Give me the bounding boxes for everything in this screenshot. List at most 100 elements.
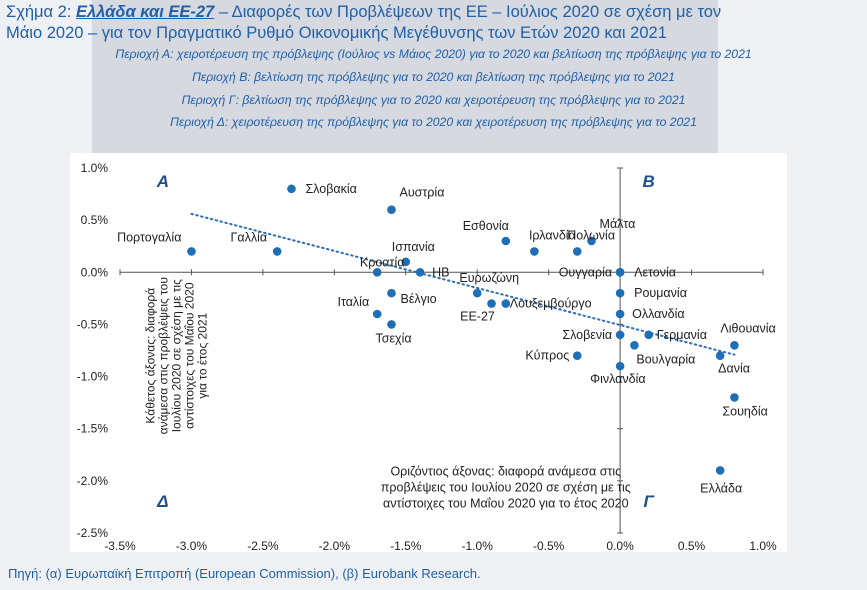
- point-label: Εσθονία: [463, 219, 509, 233]
- data-point: [615, 361, 625, 371]
- point-label: Ευρωζώνη: [459, 271, 519, 285]
- data-point: [615, 309, 625, 319]
- x-tick-label: -0.5%: [533, 539, 565, 552]
- data-point: [387, 320, 396, 329]
- point-label: Πορτογαλία: [117, 230, 181, 244]
- point-label: Σουηδία: [722, 404, 767, 418]
- subtitle-a: Περιοχή Α: χειροτέρευση της πρόβλεψης (Ι…: [115, 47, 752, 61]
- data-point: [415, 267, 425, 277]
- y-axis-title-line: Ιουλίου 2020 σε σχέση με τις: [170, 279, 184, 432]
- subtitle-c: Περιοχή Γ: βελτίωση της πρόβλεψης για το…: [181, 93, 686, 107]
- data-point: [587, 236, 596, 246]
- point-label: Ολλανδία: [632, 307, 684, 321]
- point-label: ΕΕ-27: [460, 310, 495, 324]
- data-point: [730, 340, 739, 350]
- x-axis-title-line: Οριζόντιος άξονας: διαφορά ανάμεσα στις: [390, 465, 621, 479]
- subtitle-b: Περιοχή Β: βελτίωση της πρόβλεψης για το…: [192, 70, 675, 84]
- data-point: [387, 205, 396, 215]
- x-tick-label: -3.0%: [176, 539, 208, 552]
- y-tick-label: -0.5%: [77, 317, 109, 331]
- data-point: [187, 247, 196, 256]
- y-tick-label: -2.5%: [77, 526, 109, 540]
- y-axis-title: Κάθετος άξονας: διαφορά ανάμεσα στις προβ…: [144, 277, 210, 434]
- data-point: [387, 288, 396, 298]
- point-label: Βουλγαρία: [636, 352, 695, 366]
- point-label: Λουξεμβούργο: [510, 297, 592, 311]
- title-bold: Ελλάδα και ΕΕ-27: [76, 3, 215, 21]
- y-tick-label: 0.0%: [81, 265, 109, 279]
- point-label: Ρουμανία: [634, 286, 687, 300]
- point-label: Αυστρία: [399, 186, 444, 200]
- data-point: [715, 351, 725, 361]
- point-label: Ιταλία: [337, 295, 369, 309]
- subtitle-d: Περιοχή Δ: χειροτέρευση της πρόβλεψης γι…: [170, 115, 697, 129]
- data-point: [372, 309, 382, 319]
- point-label: Λετονία: [634, 265, 676, 279]
- point-label: Σλοβενία: [562, 328, 612, 342]
- x-tick-label: 0.5%: [678, 539, 706, 552]
- point-label: Λιθουανία: [720, 321, 775, 335]
- quadrant-label: Γ: [644, 492, 656, 511]
- point-label: Κροατία: [360, 255, 405, 269]
- title-prefix: Σχήμα 2:: [6, 3, 77, 21]
- y-tick-label: 0.5%: [81, 213, 109, 227]
- y-axis-title-line: για το έτος 2021: [196, 312, 210, 398]
- y-axis-title-line: αντίστοιχες του Μαΐου 2020: [183, 282, 197, 429]
- quadrant-label: B: [643, 172, 655, 191]
- data-point: [501, 236, 511, 246]
- data-point: [272, 247, 282, 256]
- point-label: ΗΒ: [432, 265, 449, 279]
- x-tick-label: -1.0%: [462, 539, 494, 552]
- trend-line: [190, 212, 736, 356]
- figure-title: Σχήμα 2: Ελλάδα και ΕΕ-27 – Διαφορές των…: [6, 2, 846, 44]
- point-label: Γερμανία: [657, 328, 707, 342]
- y-tick-label: -2.0%: [77, 474, 109, 488]
- y-tick-label: -1.0%: [77, 370, 109, 384]
- data-point: [472, 288, 482, 298]
- title-line2: Μάιο 2020 – για τον Πραγματικό Ρυθμό Οικ…: [6, 24, 667, 42]
- point-label: Μάλτα: [600, 217, 636, 231]
- y-tick-label: 1.0%: [81, 161, 109, 175]
- point-label: Ουγγαρία: [559, 265, 612, 279]
- x-tick-label: -2.0%: [319, 539, 351, 552]
- point-label: Κύπρος: [525, 349, 569, 363]
- x-tick-label: -3.5%: [104, 539, 136, 552]
- x-tick-label: 1.0%: [749, 539, 777, 552]
- data-point: [287, 184, 296, 194]
- point-label: Πολωνία: [567, 228, 615, 242]
- scatter-chart: -3.5% -3.0% -2.5% -2.0% -1.5% -1.0% -0.5% 0.0% 0…: [77, 161, 777, 552]
- data-point: [615, 267, 625, 277]
- quadrant-label: Δ: [156, 492, 168, 511]
- point-label: Δανία: [718, 362, 750, 376]
- x-tick-label: 0.0%: [606, 539, 634, 552]
- point-label: Ελλάδα: [700, 481, 742, 495]
- plot-area: -3.5% -3.0% -2.5% -2.0% -1.5% -1.0% -0.5% 0.0% 0…: [70, 153, 787, 552]
- data-point: [487, 299, 496, 308]
- data-point: [572, 351, 582, 361]
- data-point: [372, 267, 382, 277]
- y-axis-title-line: ανάμεσα στις προβλέψεις του: [157, 277, 171, 434]
- data-point: [615, 330, 625, 340]
- data-point: [730, 393, 739, 402]
- quadrant-label: A: [156, 172, 169, 191]
- data-point: [572, 247, 582, 256]
- title-rest: – Διαφορές των Προβλέψεων της ΕΕ – Ιούλι…: [214, 3, 722, 21]
- data-point: [401, 257, 411, 267]
- point-label: Γαλλία: [231, 230, 268, 244]
- data-point: [530, 247, 539, 256]
- source-note: Πηγή: (α) Ευρωπαϊκή Επιτροπή (European C…: [8, 566, 481, 581]
- data-point: [715, 466, 725, 475]
- point-label: Σλοβακία: [305, 182, 356, 196]
- point-label: Φινλανδία: [590, 372, 646, 386]
- x-axis-title-line: αντίστοιχες του Μαΐου 2020 για το έτος 2…: [383, 497, 629, 511]
- header-band: [92, 0, 718, 154]
- point-label: Βέλγιο: [400, 292, 436, 306]
- x-tick-label: -1.5%: [390, 539, 422, 552]
- data-point: [615, 288, 625, 298]
- x-axis-title-line: προβλέψεις του Ιουλίου 2020 σε σχέση με …: [381, 481, 631, 495]
- point-label: Ιρλανδία: [529, 228, 576, 242]
- data-point: [501, 299, 511, 308]
- y-axis-title-line: Κάθετος άξονας: διαφορά: [144, 288, 158, 424]
- y-tick-label: -1.5%: [77, 422, 109, 436]
